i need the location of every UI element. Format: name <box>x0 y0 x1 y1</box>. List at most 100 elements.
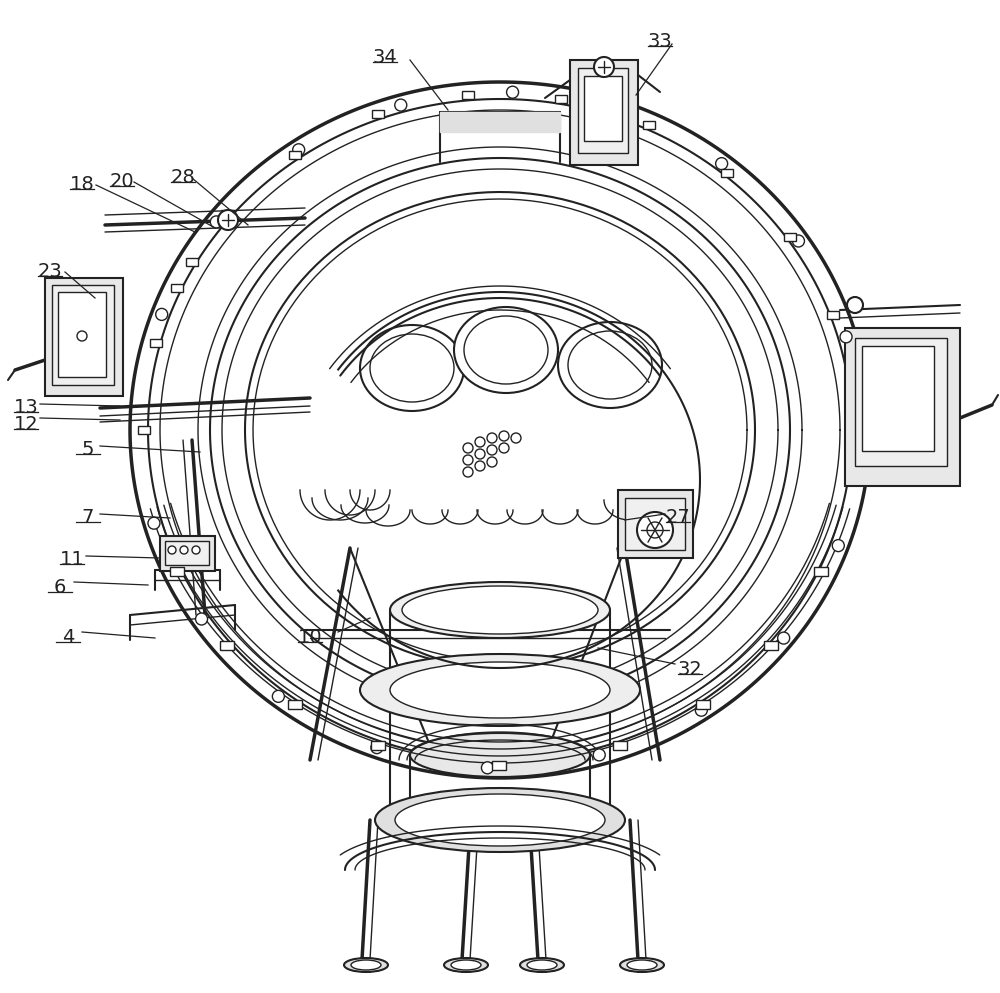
Circle shape <box>293 144 305 156</box>
Circle shape <box>840 331 852 343</box>
Text: 6: 6 <box>54 578 66 597</box>
Ellipse shape <box>360 325 464 411</box>
Ellipse shape <box>375 788 625 852</box>
Text: 18: 18 <box>70 175 94 194</box>
Text: 20: 20 <box>110 172 134 191</box>
Circle shape <box>695 704 707 716</box>
Circle shape <box>594 57 614 77</box>
Bar <box>862 346 934 451</box>
Bar <box>150 339 162 347</box>
Text: 11: 11 <box>60 550 84 569</box>
Ellipse shape <box>410 733 590 777</box>
Bar <box>625 498 685 550</box>
Bar <box>186 258 198 266</box>
Text: 34: 34 <box>373 48 397 67</box>
Text: 27: 27 <box>666 508 690 527</box>
Bar <box>570 60 638 165</box>
Text: 12: 12 <box>14 415 38 434</box>
Circle shape <box>148 517 160 529</box>
Ellipse shape <box>402 586 598 634</box>
Circle shape <box>499 443 509 453</box>
Circle shape <box>593 749 605 761</box>
Text: 33: 33 <box>648 32 672 51</box>
Bar <box>696 700 710 709</box>
Ellipse shape <box>527 960 557 970</box>
Text: 28: 28 <box>171 168 195 187</box>
Bar <box>45 278 123 396</box>
Bar <box>555 95 567 103</box>
Bar <box>289 151 301 159</box>
Circle shape <box>192 546 200 554</box>
Circle shape <box>481 762 493 774</box>
Circle shape <box>168 546 176 554</box>
Circle shape <box>77 331 87 341</box>
Bar <box>58 292 106 377</box>
Bar <box>764 640 778 650</box>
Circle shape <box>463 443 473 453</box>
Ellipse shape <box>520 958 564 972</box>
Circle shape <box>272 690 284 702</box>
Bar <box>171 284 183 292</box>
Bar <box>814 567 828 576</box>
Circle shape <box>475 449 485 459</box>
Text: 5: 5 <box>82 440 94 459</box>
Ellipse shape <box>464 316 548 384</box>
Circle shape <box>371 742 383 754</box>
Text: 32: 32 <box>678 660 702 679</box>
Circle shape <box>475 437 485 447</box>
Bar <box>138 426 150 434</box>
Bar <box>784 233 796 241</box>
Polygon shape <box>440 112 560 132</box>
Ellipse shape <box>390 582 610 638</box>
Bar <box>845 328 960 486</box>
Text: 13: 13 <box>14 398 38 417</box>
Bar <box>220 640 234 650</box>
Circle shape <box>475 461 485 471</box>
Circle shape <box>395 99 407 111</box>
Circle shape <box>499 431 509 441</box>
Bar <box>578 68 628 153</box>
Text: 4: 4 <box>62 628 74 647</box>
Bar <box>165 541 209 565</box>
Ellipse shape <box>390 662 610 718</box>
Circle shape <box>637 512 673 548</box>
Ellipse shape <box>444 958 488 972</box>
Bar <box>855 338 947 466</box>
Ellipse shape <box>451 960 481 970</box>
Bar <box>613 741 627 750</box>
Ellipse shape <box>627 960 657 970</box>
Ellipse shape <box>620 958 664 972</box>
Circle shape <box>210 215 222 228</box>
Ellipse shape <box>351 960 381 970</box>
Bar <box>221 211 233 218</box>
Circle shape <box>778 633 790 644</box>
Circle shape <box>487 457 497 467</box>
Bar <box>170 567 184 576</box>
Circle shape <box>832 539 844 551</box>
Ellipse shape <box>568 331 652 399</box>
Ellipse shape <box>344 958 388 972</box>
Bar <box>288 700 302 709</box>
Text: 23: 23 <box>38 262 62 281</box>
Circle shape <box>511 433 521 443</box>
Circle shape <box>218 210 238 230</box>
Ellipse shape <box>558 322 662 408</box>
Bar <box>492 761 506 770</box>
Bar <box>462 91 474 99</box>
Circle shape <box>196 613 208 625</box>
Circle shape <box>716 158 728 170</box>
Bar <box>721 169 733 177</box>
Text: 10: 10 <box>298 628 322 647</box>
Ellipse shape <box>360 654 640 726</box>
Circle shape <box>507 86 519 98</box>
Circle shape <box>463 467 473 477</box>
Bar <box>371 741 385 750</box>
Bar <box>643 121 655 129</box>
Ellipse shape <box>395 794 605 846</box>
Circle shape <box>647 522 663 538</box>
Bar <box>52 285 114 385</box>
Bar <box>584 76 622 141</box>
Circle shape <box>156 309 168 321</box>
Text: 7: 7 <box>82 508 94 527</box>
Bar <box>827 311 839 319</box>
